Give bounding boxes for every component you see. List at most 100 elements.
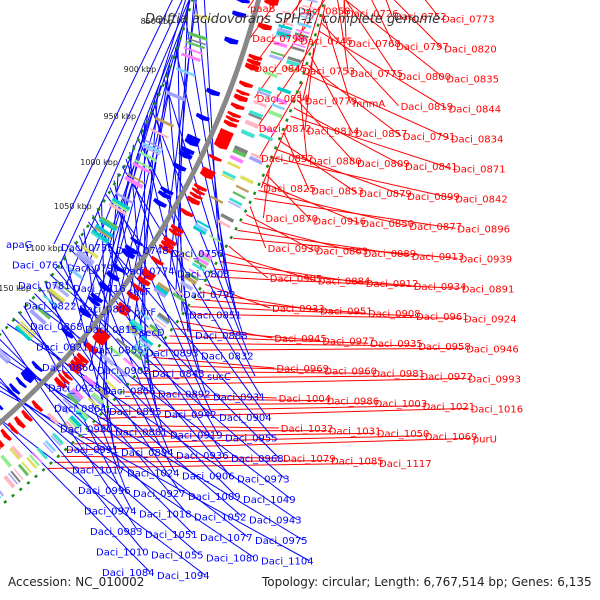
leader-line xyxy=(108,0,187,248)
leader-line xyxy=(302,4,326,101)
gene-label: Daci_0980 xyxy=(60,425,113,436)
forward-gene-arrow xyxy=(257,22,273,31)
forward-gene-arrow xyxy=(162,235,177,247)
cog-feature-block xyxy=(282,10,297,17)
leader-line xyxy=(297,0,314,41)
cog-feature-block xyxy=(137,310,150,321)
gene-label: Daci_0893 xyxy=(146,349,199,360)
leader-line xyxy=(0,355,304,541)
leader-line xyxy=(290,115,452,169)
leader-line xyxy=(345,0,397,77)
gene-label: Daci_1016 xyxy=(471,404,524,415)
cog-feature-block xyxy=(229,154,244,164)
gene-label: Daci_0931 xyxy=(213,393,266,404)
gene-label: Daci_1017 xyxy=(72,466,125,477)
gene-label: Daci_0797 xyxy=(396,42,449,53)
cog-feature-block xyxy=(185,40,206,50)
cog-feature-block xyxy=(193,222,209,234)
cog-feature-block xyxy=(278,24,293,31)
cog-feature-block xyxy=(80,244,99,259)
accession-text: Accession: NC_010002 xyxy=(8,575,144,589)
gene-label: Daci_0748 xyxy=(116,246,169,257)
gene-label: Daci_0843 xyxy=(152,369,205,380)
leader-line xyxy=(39,286,182,494)
gene-label: Daci_0851 xyxy=(189,311,242,322)
gene-label: Daci_0756 xyxy=(171,249,224,260)
gene-label: Daci_0863 xyxy=(316,247,369,258)
leader-line xyxy=(61,455,282,459)
gene-label: Daci_0986 xyxy=(327,397,380,408)
cog-feature-block xyxy=(47,287,66,303)
reverse-gene-arrow xyxy=(160,186,174,196)
gene-label: Daci_0934 xyxy=(414,282,467,293)
gene-label: Daci_0942 xyxy=(164,410,217,421)
cog-feature-block xyxy=(42,294,60,309)
forward-gene-arrow xyxy=(225,115,240,123)
gene-label: Daci_1018 xyxy=(139,510,192,521)
gene-label: purU xyxy=(473,434,497,445)
cog-feature-block xyxy=(269,54,284,62)
reverse-gene-arrow xyxy=(231,10,247,18)
reverse-gene-arrow xyxy=(106,270,120,282)
gene-label: Daci_0852 xyxy=(261,154,314,165)
leader-line xyxy=(47,462,378,469)
forward-gene-arrow xyxy=(168,227,182,238)
gene-label: Daci_0927 xyxy=(133,489,186,500)
cog-feature-block xyxy=(108,345,122,358)
cog-feature-block xyxy=(297,21,312,29)
kbp-tick-label: 900 kbp xyxy=(124,65,157,74)
cog-feature-block xyxy=(51,282,70,298)
gene-label: Daci_0924 xyxy=(464,314,517,325)
gene-label: Daci_0960 xyxy=(324,367,377,378)
reverse-gene-arrow xyxy=(15,376,28,389)
cog-feature-block xyxy=(221,173,235,182)
cog-feature-block xyxy=(256,90,271,98)
cog-feature-block xyxy=(299,15,314,21)
gene-label: Daci_0779 xyxy=(305,97,358,108)
cog-feature-block xyxy=(147,326,160,337)
gene-label: Daci_0951 xyxy=(320,307,373,318)
cog-feature-block xyxy=(233,145,249,155)
genome-summary: Topology: circular; Length: 6,767,514 bp… xyxy=(261,575,592,589)
cog-feature-block xyxy=(186,37,207,46)
gene-label: Daci_0798 xyxy=(252,34,305,45)
gene-label: Daci_0768 xyxy=(348,39,401,50)
gene-label: Daci_0814 xyxy=(307,127,360,138)
leader-line xyxy=(393,0,443,49)
leader-line xyxy=(28,299,292,500)
gene-label: Daci_1080 xyxy=(206,554,259,565)
cog-feature-block xyxy=(258,132,274,142)
leader-line xyxy=(190,306,415,317)
cog-feature-block xyxy=(295,28,310,35)
cog-feature-block xyxy=(0,495,2,499)
forward-gene-arrow xyxy=(117,301,132,313)
gene-label: Daci_0975 xyxy=(255,536,308,547)
cog-feature-block xyxy=(141,145,161,156)
reverse-gene-arrow xyxy=(20,370,34,384)
cog-feature-block xyxy=(240,129,256,139)
leader-line xyxy=(0,338,194,535)
gene-label: Daci_1010 xyxy=(96,548,149,559)
leader-line xyxy=(158,347,465,351)
forward-gene-arrow xyxy=(58,373,70,385)
reverse-gene-arrow xyxy=(31,360,44,373)
cog-feature-block xyxy=(10,445,23,459)
gene-label: Daci_0983 xyxy=(90,527,143,538)
forward-gene-arrow xyxy=(115,305,129,317)
cog-feature-block xyxy=(77,407,90,420)
gene-label: Daci_0845 xyxy=(254,64,307,75)
gene-label: Daci_0832 xyxy=(201,352,254,363)
cog-feature-block xyxy=(291,42,306,48)
reverse-gene-arrow xyxy=(205,87,221,97)
cog-feature-block xyxy=(174,289,188,299)
leader-line xyxy=(195,298,367,314)
gene-label: Daci_1085 xyxy=(331,457,384,468)
cog-feature-block xyxy=(3,475,16,489)
cog-feature-block xyxy=(248,113,262,121)
cog-feature-block xyxy=(128,321,142,332)
leader-line xyxy=(254,198,456,229)
leader-line xyxy=(310,56,354,134)
cog-feature-block xyxy=(132,346,145,357)
reverse-gene-arrow xyxy=(180,145,195,156)
cog-feature-block xyxy=(26,456,38,469)
